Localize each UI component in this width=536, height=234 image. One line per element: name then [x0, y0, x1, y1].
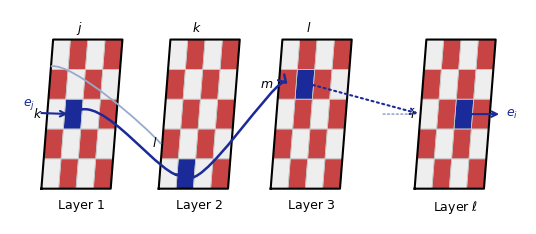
Polygon shape [44, 129, 63, 159]
Polygon shape [181, 99, 200, 129]
Polygon shape [441, 40, 461, 69]
Polygon shape [193, 159, 213, 189]
Polygon shape [48, 69, 68, 99]
Polygon shape [93, 159, 113, 189]
Polygon shape [297, 40, 317, 69]
Polygon shape [100, 69, 120, 99]
Polygon shape [422, 69, 441, 99]
Text: Layer 1: Layer 1 [58, 199, 106, 212]
Polygon shape [454, 99, 474, 129]
Polygon shape [327, 99, 347, 129]
Polygon shape [325, 129, 345, 159]
Polygon shape [98, 99, 118, 129]
Polygon shape [434, 129, 454, 159]
Polygon shape [178, 129, 198, 159]
Polygon shape [273, 129, 293, 159]
Polygon shape [330, 69, 349, 99]
Polygon shape [220, 40, 240, 69]
Polygon shape [415, 159, 434, 189]
Polygon shape [476, 40, 496, 69]
Polygon shape [66, 69, 85, 99]
Polygon shape [306, 159, 325, 189]
Text: $e_i$: $e_i$ [506, 108, 518, 121]
Polygon shape [185, 40, 205, 69]
Polygon shape [78, 129, 98, 159]
Polygon shape [310, 99, 330, 129]
FancyArrowPatch shape [73, 109, 184, 182]
Polygon shape [419, 99, 439, 129]
Polygon shape [166, 69, 185, 99]
Text: j: j [77, 22, 81, 35]
Polygon shape [295, 69, 315, 99]
Polygon shape [271, 159, 291, 189]
FancyArrowPatch shape [186, 75, 286, 178]
Text: $e_j$: $e_j$ [23, 97, 35, 112]
Polygon shape [161, 129, 181, 159]
Polygon shape [471, 99, 491, 129]
Polygon shape [61, 129, 81, 159]
Polygon shape [308, 129, 327, 159]
Polygon shape [200, 69, 220, 99]
Polygon shape [312, 69, 332, 99]
Polygon shape [51, 40, 70, 69]
Polygon shape [81, 99, 100, 129]
Polygon shape [291, 129, 310, 159]
Polygon shape [46, 99, 66, 129]
Polygon shape [85, 40, 105, 69]
Polygon shape [63, 99, 83, 129]
Polygon shape [432, 159, 452, 189]
Polygon shape [469, 129, 489, 159]
Polygon shape [96, 129, 115, 159]
Polygon shape [59, 159, 78, 189]
Polygon shape [68, 40, 88, 69]
Polygon shape [449, 159, 469, 189]
Polygon shape [213, 129, 233, 159]
Polygon shape [203, 40, 222, 69]
Polygon shape [41, 159, 61, 189]
Text: Layer 3: Layer 3 [288, 199, 334, 212]
Polygon shape [183, 69, 203, 99]
Polygon shape [76, 159, 96, 189]
Text: Layer 2: Layer 2 [176, 199, 222, 212]
Polygon shape [474, 69, 493, 99]
Polygon shape [315, 40, 334, 69]
Polygon shape [288, 159, 308, 189]
Polygon shape [159, 159, 178, 189]
Polygon shape [168, 40, 188, 69]
Polygon shape [424, 40, 444, 69]
Text: l: l [152, 137, 156, 150]
Polygon shape [218, 69, 237, 99]
Polygon shape [215, 99, 235, 129]
Polygon shape [439, 69, 459, 99]
Polygon shape [323, 159, 343, 189]
Polygon shape [176, 159, 196, 189]
Text: Layer $\ell$: Layer $\ell$ [433, 199, 478, 216]
Polygon shape [280, 40, 300, 69]
Polygon shape [467, 159, 486, 189]
Text: i: i [411, 108, 414, 121]
Text: k: k [193, 22, 200, 35]
Polygon shape [198, 99, 218, 129]
Polygon shape [211, 159, 230, 189]
Polygon shape [293, 99, 312, 129]
Text: l: l [307, 22, 310, 35]
Polygon shape [83, 69, 103, 99]
Polygon shape [332, 40, 352, 69]
Polygon shape [103, 40, 122, 69]
Text: k: k [34, 108, 41, 121]
Polygon shape [437, 99, 456, 129]
Polygon shape [456, 69, 476, 99]
Polygon shape [276, 99, 295, 129]
Polygon shape [196, 129, 215, 159]
Polygon shape [417, 129, 437, 159]
Polygon shape [278, 69, 297, 99]
Text: m: m [260, 78, 272, 91]
Polygon shape [452, 129, 471, 159]
Polygon shape [459, 40, 478, 69]
Polygon shape [163, 99, 183, 129]
